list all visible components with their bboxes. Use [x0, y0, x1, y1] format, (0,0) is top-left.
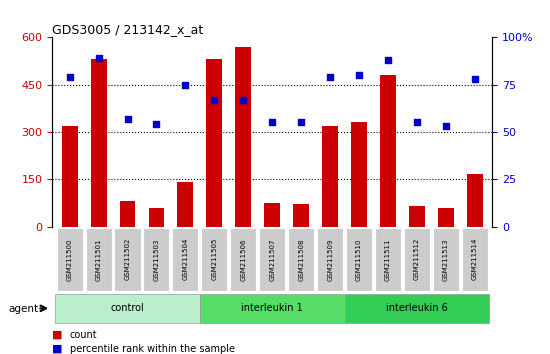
FancyBboxPatch shape: [317, 228, 343, 291]
Point: [123, 116, 132, 121]
Point: [210, 97, 219, 103]
Bar: [62, 126, 78, 227]
Point: [94, 55, 103, 61]
FancyBboxPatch shape: [462, 228, 488, 291]
Point: [442, 123, 450, 129]
Text: interleukin 6: interleukin 6: [386, 303, 448, 313]
Text: count: count: [70, 330, 97, 339]
Text: GSM211511: GSM211511: [385, 238, 391, 281]
FancyBboxPatch shape: [375, 228, 401, 291]
FancyBboxPatch shape: [144, 228, 169, 291]
FancyBboxPatch shape: [230, 228, 256, 291]
Text: GSM211501: GSM211501: [96, 238, 102, 281]
FancyBboxPatch shape: [346, 228, 372, 291]
Bar: [293, 205, 309, 227]
FancyBboxPatch shape: [201, 228, 227, 291]
Text: control: control: [111, 303, 145, 313]
Text: GSM211505: GSM211505: [211, 238, 217, 280]
FancyBboxPatch shape: [404, 228, 430, 291]
Text: GSM211510: GSM211510: [356, 238, 362, 281]
Bar: [351, 122, 367, 227]
Point: [384, 57, 393, 63]
Text: ■: ■: [52, 344, 63, 354]
Point: [268, 120, 277, 125]
FancyBboxPatch shape: [200, 293, 345, 323]
Text: GSM211508: GSM211508: [298, 238, 304, 281]
FancyBboxPatch shape: [345, 293, 490, 323]
Text: interleukin 1: interleukin 1: [241, 303, 303, 313]
Bar: [119, 201, 135, 227]
Bar: [91, 59, 107, 227]
FancyBboxPatch shape: [172, 228, 199, 291]
Text: GSM211502: GSM211502: [124, 238, 130, 280]
Bar: [178, 182, 194, 227]
Point: [65, 74, 74, 80]
Text: GSM211500: GSM211500: [67, 238, 73, 281]
FancyBboxPatch shape: [86, 228, 112, 291]
Point: [355, 72, 364, 78]
Bar: [322, 126, 338, 227]
FancyBboxPatch shape: [259, 228, 285, 291]
Text: GDS3005 / 213142_x_at: GDS3005 / 213142_x_at: [52, 23, 204, 36]
Text: GSM211503: GSM211503: [153, 238, 160, 281]
Point: [239, 97, 248, 103]
FancyBboxPatch shape: [433, 228, 459, 291]
Text: ■: ■: [52, 330, 63, 339]
Bar: [409, 206, 425, 227]
Text: GSM211514: GSM211514: [472, 238, 478, 280]
Bar: [380, 75, 396, 227]
FancyBboxPatch shape: [55, 293, 200, 323]
Text: GSM211513: GSM211513: [443, 238, 449, 281]
Text: GSM211509: GSM211509: [327, 238, 333, 281]
Text: agent: agent: [8, 304, 38, 314]
Text: GSM211504: GSM211504: [183, 238, 189, 280]
Bar: [467, 175, 483, 227]
FancyBboxPatch shape: [288, 228, 314, 291]
Point: [297, 120, 306, 125]
Text: GSM211506: GSM211506: [240, 238, 246, 281]
Bar: [235, 47, 251, 227]
Bar: [148, 207, 164, 227]
Point: [326, 74, 334, 80]
Text: GSM211512: GSM211512: [414, 238, 420, 280]
Point: [470, 76, 479, 82]
Bar: [265, 203, 280, 227]
Bar: [438, 207, 454, 227]
Text: GSM211507: GSM211507: [270, 238, 275, 281]
Text: percentile rank within the sample: percentile rank within the sample: [70, 344, 235, 354]
Point: [412, 120, 421, 125]
Point: [152, 121, 161, 127]
Bar: [206, 59, 222, 227]
Point: [181, 82, 190, 87]
FancyBboxPatch shape: [57, 228, 82, 291]
FancyBboxPatch shape: [114, 228, 141, 291]
